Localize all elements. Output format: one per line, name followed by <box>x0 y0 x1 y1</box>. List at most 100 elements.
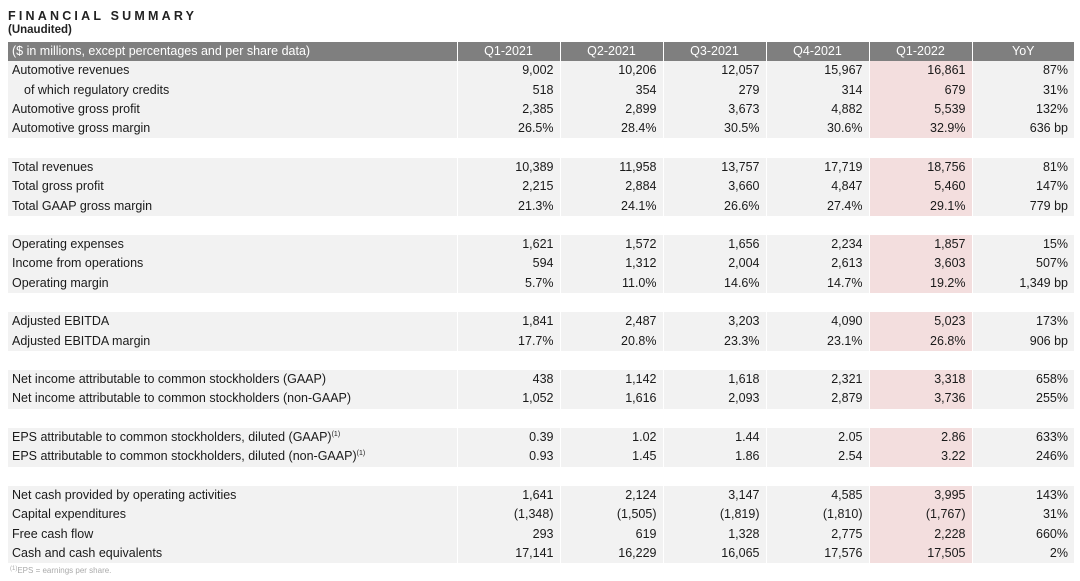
table-cell: 26.5% <box>456 119 560 139</box>
table-cell: 31% <box>971 80 1074 100</box>
row-label-text: Automotive gross profit <box>12 102 140 117</box>
table-row: Operating margin 5.7% 11.0% 14.6% 14.7% 19.2%… <box>8 273 1074 293</box>
row-label-text: Income from operations <box>12 256 144 271</box>
table-header-row: ($ in millions, except percentages and p… <box>8 42 1074 62</box>
row-label-text: Free cash flow <box>12 526 94 541</box>
highlighted-cell: 3,736 <box>868 389 972 409</box>
table-cell: 14.7% <box>765 273 869 293</box>
highlighted-cell: 3,603 <box>868 254 972 274</box>
table-cell: 518 <box>456 80 560 100</box>
table-cell: 1,641 <box>456 485 560 506</box>
table-cell: 24.1% <box>559 196 663 216</box>
table-cell: 30.6% <box>765 119 869 139</box>
table-cell: (1,819) <box>662 505 766 525</box>
highlighted-cell: 2,228 <box>868 524 972 544</box>
table-row: of which regulatory credits 518 354 279 314 6… <box>8 80 1074 100</box>
table-cell: 594 <box>456 254 560 274</box>
table-cell: 279 <box>662 80 766 100</box>
row-label-text: Net income attributable to common stockh… <box>12 391 352 406</box>
table-cell: 2,487 <box>559 312 663 332</box>
table-cell: 15% <box>971 234 1074 255</box>
table-cell: 619 <box>559 524 663 544</box>
table-cell: 5.7% <box>456 273 560 293</box>
table-cell: 2,234 <box>765 234 869 255</box>
table-cell: 1.44 <box>662 427 766 448</box>
row-label: Automotive gross profit <box>8 100 457 119</box>
header-label: ($ in millions, except percentages and p… <box>8 42 457 62</box>
highlighted-cell: 18,756 <box>868 157 972 178</box>
table-cell: 2,879 <box>765 389 869 409</box>
table-cell: 660% <box>971 524 1074 544</box>
table-cell: 246% <box>971 447 1074 467</box>
table-cell: 1,349 bp <box>971 273 1074 293</box>
table-cell: 1,052 <box>456 389 560 409</box>
table-cell: 4,585 <box>765 485 869 506</box>
row-label-text: Operating margin <box>12 275 109 290</box>
footnote: (1)EPS = earnings per share. <box>10 566 111 575</box>
table-cell: 17.7% <box>456 331 560 351</box>
table-cell: 11,958 <box>559 157 663 178</box>
highlighted-cell: 3.22 <box>868 447 972 467</box>
footnote-reference: (1) <box>356 450 366 458</box>
row-label-text: Capital expenditures <box>12 507 126 522</box>
column-header: Q1-2021 <box>456 42 560 62</box>
row-label-text: Total gross profit <box>12 179 104 194</box>
table-cell: 3,673 <box>662 99 766 120</box>
table-cell: 2,004 <box>662 254 766 274</box>
table-cell: 17,576 <box>765 543 869 564</box>
column-header: Q1-2022 <box>868 42 972 62</box>
table-row: Net cash provided by operating activitie… <box>8 485 1074 506</box>
row-label-text: Automotive gross margin <box>12 121 151 136</box>
group-spacer <box>8 292 1074 313</box>
table-cell: 16,065 <box>662 543 766 564</box>
column-header: YoY <box>971 42 1074 62</box>
table-cell: 1,618 <box>662 370 766 390</box>
table-cell: 10,206 <box>559 61 663 81</box>
table-cell: 9,002 <box>456 61 560 81</box>
highlighted-cell: 19.2% <box>868 273 972 293</box>
table-cell: 23.1% <box>765 331 869 351</box>
table-cell: 26.6% <box>662 196 766 216</box>
table-cell: 438 <box>456 370 560 390</box>
table-cell: 658% <box>971 370 1074 390</box>
row-label: EPS attributable to common stockholders,… <box>8 428 457 447</box>
table-row: Adjusted EBITDA margin 17.7% 20.8% 23.3% 23.… <box>8 331 1074 351</box>
table-row: Capital expenditures (1,348) (1,505) (1,819… <box>8 505 1074 525</box>
table-cell: 2,093 <box>662 389 766 409</box>
row-label-text: of which regulatory credits <box>24 82 170 97</box>
table-row: EPS attributable to common stockholders,… <box>8 447 1074 467</box>
row-label-text: Adjusted EBITDA margin <box>12 333 151 348</box>
highlighted-cell: 29.1% <box>868 196 972 216</box>
row-label-text: EPS attributable to common stockholders,… <box>12 430 332 445</box>
table-cell: (1,810) <box>765 505 869 525</box>
column-header: Q4-2021 <box>765 42 869 62</box>
highlighted-cell: 26.8% <box>868 331 972 351</box>
table-cell: 17,719 <box>765 157 869 178</box>
table-cell: 11.0% <box>559 273 663 293</box>
table-row: Automotive gross margin 26.5% 28.4% 30.5% 30… <box>8 119 1074 139</box>
table-row: EPS attributable to common stockholders,… <box>8 427 1074 448</box>
table-cell: 314 <box>765 80 869 100</box>
row-label-text: Net cash provided by operating activitie… <box>12 487 237 502</box>
table-row: Automotive revenues 9,002 10,206 12,057 15,9… <box>8 61 1074 81</box>
table-cell: 1,656 <box>662 234 766 255</box>
row-label-text: Net income attributable to common stockh… <box>12 372 327 387</box>
table-row: Income from operations 594 1,312 2,004 2,613… <box>8 254 1074 274</box>
table-row: Operating expenses 1,621 1,572 1,656 2,234 1,… <box>8 234 1074 255</box>
table-cell: 636 bp <box>971 119 1074 139</box>
table-cell: 779 bp <box>971 196 1074 216</box>
highlighted-cell: 5,539 <box>868 99 972 120</box>
table-cell: 255% <box>971 389 1074 409</box>
table-cell: 4,847 <box>765 177 869 197</box>
group-spacer <box>8 466 1074 486</box>
row-label: Automotive revenues <box>8 61 457 80</box>
financial-summary-table: ($ in millions, except percentages and p… <box>8 42 1074 564</box>
table-cell: 21.3% <box>456 196 560 216</box>
table-row: Total gross profit 2,215 2,884 3,660 4,847 5,… <box>8 177 1074 197</box>
row-label-text: Cash and cash equivalents <box>12 545 163 560</box>
table-cell: 2% <box>971 543 1074 564</box>
footnote-marker: (1) <box>10 566 18 572</box>
footnote-reference: (1) <box>331 431 341 439</box>
row-label: Net income attributable to common stockh… <box>8 389 457 408</box>
row-label-text: Total revenues <box>12 159 94 174</box>
